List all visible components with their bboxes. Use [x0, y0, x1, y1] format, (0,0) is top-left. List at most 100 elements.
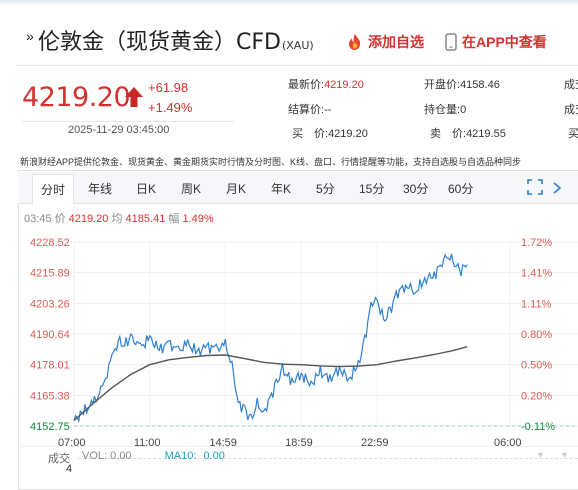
tab-year-line[interactable]: 年线: [88, 182, 113, 196]
price-divider: [22, 121, 234, 122]
y-right-tick-label-6: -0.11%: [521, 421, 555, 433]
intraday-chart: 4228.52 1.72% 4215.89 1.41% 4203.26 1.11% 4190…: [30, 237, 578, 448]
x-tick-label-3: 18:59: [285, 437, 313, 448]
period-tabs: 分时 年线 日K 周K 月K 年K 5分 15分 30分 60分: [18, 172, 578, 204]
quote-timestamp: 2025-11-29 03:45:00: [68, 124, 170, 136]
open-app-label: 在APP中查看: [462, 34, 547, 50]
quote-ask: 卖 价:4219.55: [430, 125, 506, 141]
x-tick-label-2: 14:59: [209, 437, 237, 448]
x-tick-label-5: 06:00: [494, 437, 522, 448]
top-strip: [0, 0, 578, 6]
ma10-label: MA10:: [164, 450, 197, 462]
flame-icon: [349, 34, 361, 50]
info-price: 4219.20: [68, 213, 109, 225]
quote-settle-value: --: [324, 104, 332, 116]
tab-15min[interactable]: 15分: [359, 182, 385, 196]
quote-hold: 持仓量:0: [424, 101, 466, 117]
phone-icon: [445, 33, 457, 51]
quote-bid-label: 买 价:: [292, 128, 329, 140]
series-line-1: [73, 346, 468, 422]
y-tick-label-5: 4165.38: [30, 390, 70, 402]
tab-weekly-k[interactable]: 周K: [181, 182, 202, 196]
triangle-down-icon-2: ▼: [560, 450, 569, 460]
y-right-tick-label-3: 0.80%: [521, 329, 552, 341]
quote-bid-value: 4219.20: [328, 128, 368, 140]
y-tick-label-2: 4203.26: [30, 298, 70, 310]
volume-indicators: VOL: 0.00 MA10: 0.00: [82, 450, 225, 462]
y-tick-label-1: 4215.89: [30, 268, 70, 280]
volume-divider: [20, 446, 578, 447]
x-tick-label-1: 11:00: [134, 437, 161, 448]
info-avg-label: 均: [111, 213, 123, 225]
volume-baseline: [78, 458, 578, 459]
ma10-value: 0.00: [203, 450, 225, 462]
open-app-button[interactable]: 在APP中查看: [444, 32, 547, 52]
tab-30min[interactable]: 30分: [403, 182, 429, 196]
info-amp-label: 幅: [168, 213, 180, 225]
quote-latest: 最新价:4219.20: [288, 76, 364, 92]
quote-hold-label: 持仓量:: [424, 104, 461, 116]
y-right-tick-label-1: 1.41%: [521, 268, 552, 280]
title-row: » 伦敦金（现货黄金）CFD(XAU) 添加自选 在APP中查看: [18, 24, 578, 58]
chevron-right-icon[interactable]: [552, 182, 562, 194]
price-block: 4219.20 +61.98 +1.49% 2025-11-29 03:45:0…: [22, 78, 242, 150]
info-avg: 4185.41: [125, 213, 166, 225]
triangle-down-icon: ▼: [536, 450, 545, 460]
x-tick-label-4: 22:59: [361, 437, 389, 448]
quote-latest-label: 最新价:: [288, 79, 325, 91]
up-arrow-icon: [125, 87, 143, 107]
quote-buy-qty-label: 买: [568, 128, 578, 140]
quote-open: 开盘价:4158.46: [424, 76, 500, 92]
quote-hold-value: 0: [460, 104, 467, 116]
series-line-0: [73, 253, 468, 424]
y-right-tick-label-4: 0.50%: [521, 360, 552, 372]
tab-daily-k[interactable]: 日K: [136, 182, 157, 196]
y-tick-label-4: 4178.01: [30, 360, 70, 372]
y-right-tick-label-2: 1.11%: [521, 298, 552, 310]
title-suffix: (XAU): [281, 39, 314, 52]
add-favorite-label: 添加自选: [368, 34, 424, 50]
volume-count: 4: [66, 463, 73, 475]
quote-settle-label: 结算价:: [288, 104, 325, 116]
quote-turnover-label-2: 成交: [564, 104, 578, 116]
y-right-tick-label-5: 0.20%: [521, 390, 552, 402]
tab-intraday[interactable]: 分时: [32, 174, 75, 204]
disclaimer-text: 新浪财经APP提供伦敦金、现货黄金、黄金期货实时行情及分时图、K线、盘口、行情提…: [20, 157, 522, 167]
volume-label: 成交: [48, 450, 70, 466]
quote-buy-qty: 买: [568, 125, 578, 141]
quote-latest-value: 4219.20: [324, 79, 364, 91]
vol-label: VOL:: [82, 450, 108, 462]
price-change-pct: +1.49%: [148, 100, 193, 115]
y-tick-label-6: 4152.75: [30, 421, 70, 433]
quote-open-value: 4158.46: [460, 79, 500, 91]
last-price: 4219.20: [22, 82, 131, 113]
y-tick-label-3: 4190.64: [30, 329, 70, 341]
quote-turnover-label: 成交: [564, 79, 578, 91]
price-change: +61.98: [148, 80, 189, 95]
x-tick-label-0: 07:00: [58, 437, 86, 448]
quote-turnover-2: 成交: [564, 101, 578, 117]
info-amp: 1.49%: [182, 213, 214, 225]
quote-ask-value: 4219.55: [466, 128, 506, 140]
volume-label-text: 成交: [48, 453, 70, 465]
add-favorite-button[interactable]: 添加自选: [346, 32, 424, 52]
page-title: 伦敦金（现货黄金）CFD(XAU): [38, 24, 314, 56]
tab-60min[interactable]: 60分: [448, 182, 474, 196]
crosshair-info: 03:45 价 4219.20 均 4185.41 幅 1.49%: [24, 210, 214, 226]
quote-bid: 买 价:4219.20: [292, 125, 368, 141]
y-tick-label-0: 4228.52: [30, 237, 70, 249]
y-right-tick-label-0: 1.72%: [521, 237, 552, 249]
tab-yearly-k[interactable]: 年K: [271, 182, 292, 196]
tab-5min[interactable]: 5分: [316, 182, 335, 196]
title-text: 伦敦金（现货黄金）CFD: [38, 30, 281, 55]
quote-settle: 结算价:--: [288, 101, 331, 117]
tab-monthly-k[interactable]: 月K: [226, 182, 247, 196]
info-price-label: 价: [54, 213, 66, 225]
info-time: 03:45: [24, 213, 52, 225]
title-marker-icon: »: [26, 28, 34, 44]
header-divider: [18, 65, 578, 66]
fullscreen-icon[interactable]: [526, 178, 544, 196]
quote-ask-label: 卖 价:: [430, 128, 467, 140]
quote-open-label: 开盘价:: [424, 79, 461, 91]
